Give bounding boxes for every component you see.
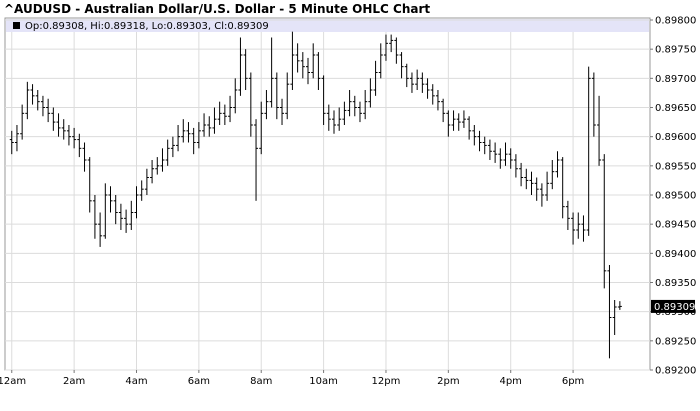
x-tick-label: 10am <box>309 376 338 387</box>
y-tick-label: 0.89550 <box>655 161 696 172</box>
y-tick-label: 0.89600 <box>655 132 696 143</box>
y-tick-label: 0.89650 <box>655 103 696 114</box>
x-tick-label: 12am <box>0 376 26 387</box>
y-tick-label: 0.89250 <box>655 336 696 347</box>
x-tick-label: 12pm <box>372 376 401 387</box>
plot-area <box>4 17 651 371</box>
grid <box>5 19 650 371</box>
x-tick-label: 2am <box>63 376 85 387</box>
last-price-box <box>651 299 695 313</box>
x-tick-label: 2pm <box>437 376 459 387</box>
y-tick-label: 0.89800 <box>655 16 696 27</box>
x-tick-label: 6am <box>188 376 210 387</box>
y-tick-label: 0.89450 <box>655 220 696 231</box>
chart-title: ^AUDUSD - Australian Dollar/U.S. Dollar … <box>4 2 430 16</box>
legend-band <box>6 19 649 32</box>
x-tick-label: 8am <box>250 376 272 387</box>
y-tick-label: 0.89750 <box>655 45 696 56</box>
legend-swatch <box>13 22 20 29</box>
x-tick-label: 4pm <box>499 376 521 387</box>
y-tick-label: 0.89200 <box>655 366 696 377</box>
last-price-label: 0.89309 <box>654 302 695 313</box>
x-tick-label: 4am <box>125 376 147 387</box>
y-tick-label: 0.89350 <box>655 278 696 289</box>
marks <box>9 31 622 359</box>
y-tick-label: 0.89700 <box>655 74 696 85</box>
y-tick-label: 0.89500 <box>655 191 696 202</box>
x-tick-label: 6pm <box>562 376 584 387</box>
y-tick-label: 0.89400 <box>655 249 696 260</box>
legend-text: Op:0.89308, Hi:0.89318, Lo:0.89303, Cl:0… <box>25 21 269 32</box>
